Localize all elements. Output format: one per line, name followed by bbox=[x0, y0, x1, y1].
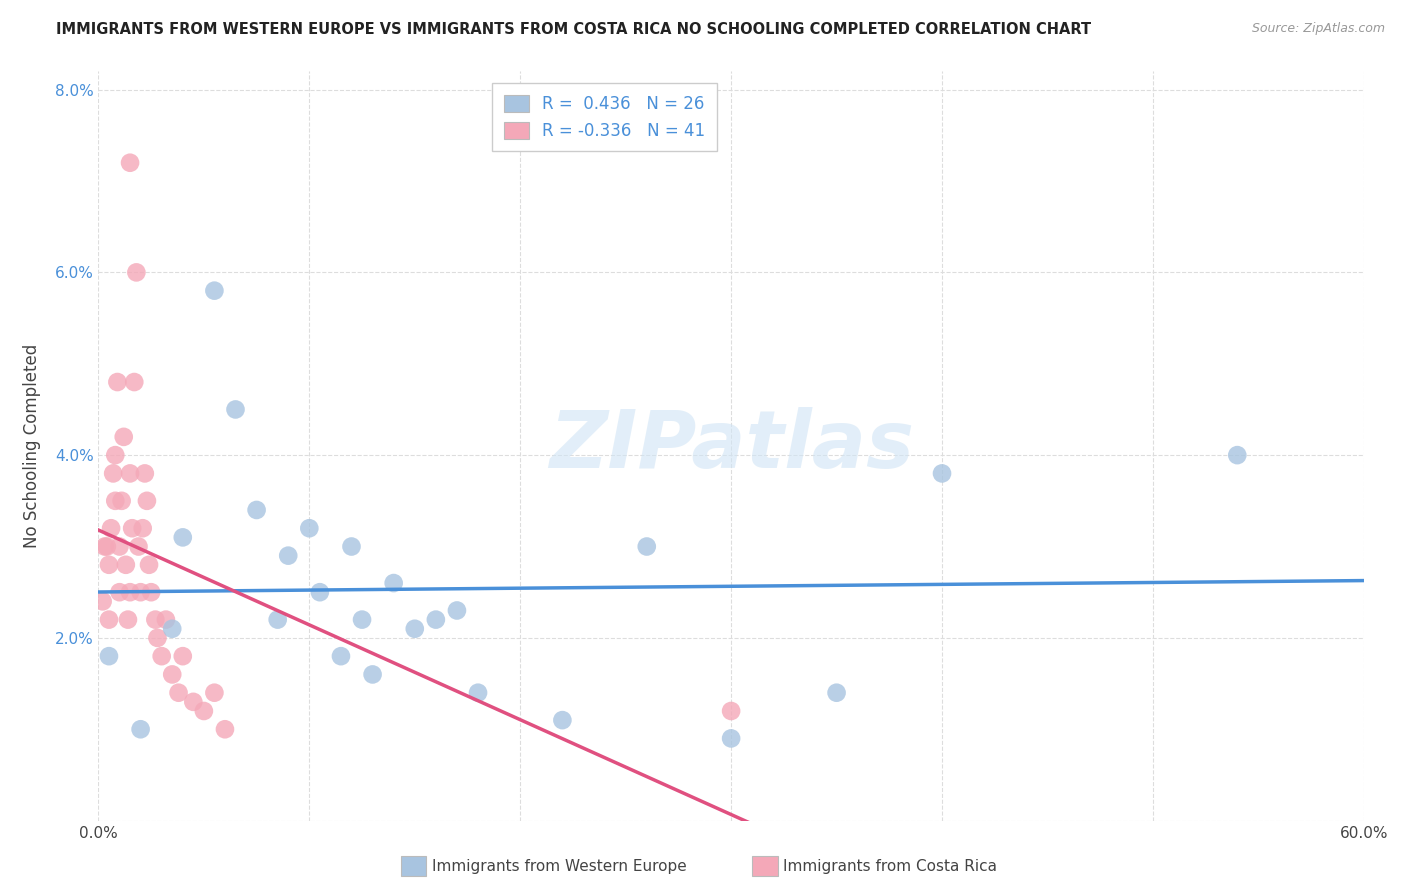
Point bbox=[267, 613, 290, 627]
Text: Immigrants from Western Europe: Immigrants from Western Europe bbox=[432, 859, 686, 873]
Point bbox=[91, 594, 114, 608]
Point bbox=[931, 467, 953, 481]
Point bbox=[1226, 448, 1249, 462]
Point bbox=[108, 540, 131, 554]
Point bbox=[100, 521, 122, 535]
Point bbox=[214, 723, 236, 737]
Point bbox=[134, 467, 156, 481]
Point bbox=[93, 540, 117, 554]
Point bbox=[128, 540, 150, 554]
Point bbox=[104, 448, 127, 462]
Point bbox=[467, 686, 489, 700]
Point bbox=[125, 265, 148, 279]
Point bbox=[108, 585, 131, 599]
Point bbox=[309, 585, 332, 599]
Point bbox=[425, 613, 447, 627]
Legend: R =  0.436   N = 26, R = -0.336   N = 41: R = 0.436 N = 26, R = -0.336 N = 41 bbox=[492, 84, 717, 152]
Point bbox=[120, 585, 141, 599]
Point bbox=[636, 540, 658, 554]
Point bbox=[96, 540, 118, 554]
Point bbox=[132, 521, 155, 535]
Point bbox=[98, 649, 121, 664]
Point bbox=[340, 540, 363, 554]
Point bbox=[138, 558, 160, 572]
Text: Immigrants from Costa Rica: Immigrants from Costa Rica bbox=[783, 859, 997, 873]
Text: IMMIGRANTS FROM WESTERN EUROPE VS IMMIGRANTS FROM COSTA RICA NO SCHOOLING COMPLE: IMMIGRANTS FROM WESTERN EUROPE VS IMMIGR… bbox=[56, 22, 1091, 37]
Point bbox=[124, 375, 146, 389]
Text: ZIPatlas: ZIPatlas bbox=[548, 407, 914, 485]
Point bbox=[404, 622, 426, 636]
Point bbox=[146, 631, 169, 645]
Point bbox=[115, 558, 138, 572]
Point bbox=[111, 493, 132, 508]
Point bbox=[150, 649, 173, 664]
Point bbox=[204, 686, 226, 700]
Point bbox=[98, 558, 121, 572]
Point bbox=[120, 155, 141, 169]
Point bbox=[121, 521, 143, 535]
Point bbox=[720, 731, 742, 746]
Point bbox=[382, 576, 405, 591]
Point bbox=[361, 667, 384, 681]
Point bbox=[352, 613, 374, 627]
Point bbox=[141, 585, 163, 599]
Point bbox=[225, 402, 247, 417]
Point bbox=[129, 723, 152, 737]
Point bbox=[136, 493, 159, 508]
Y-axis label: No Schooling Completed: No Schooling Completed bbox=[22, 344, 41, 548]
Point bbox=[551, 713, 574, 727]
Point bbox=[330, 649, 353, 664]
Point bbox=[112, 430, 135, 444]
Point bbox=[825, 686, 848, 700]
Point bbox=[103, 467, 125, 481]
Point bbox=[155, 613, 177, 627]
Point bbox=[720, 704, 742, 718]
Point bbox=[107, 375, 129, 389]
Point bbox=[104, 493, 127, 508]
Point bbox=[162, 667, 183, 681]
Point bbox=[183, 695, 205, 709]
Point bbox=[162, 622, 183, 636]
Point bbox=[145, 613, 166, 627]
Point bbox=[167, 686, 190, 700]
Point bbox=[129, 585, 152, 599]
Point bbox=[98, 613, 121, 627]
Point bbox=[277, 549, 299, 563]
Point bbox=[246, 503, 269, 517]
Point bbox=[446, 603, 468, 617]
Point bbox=[172, 649, 194, 664]
Text: Source: ZipAtlas.com: Source: ZipAtlas.com bbox=[1251, 22, 1385, 36]
Point bbox=[120, 467, 141, 481]
Point bbox=[193, 704, 215, 718]
Point bbox=[117, 613, 139, 627]
Point bbox=[298, 521, 321, 535]
Point bbox=[172, 530, 194, 544]
Point bbox=[204, 284, 226, 298]
